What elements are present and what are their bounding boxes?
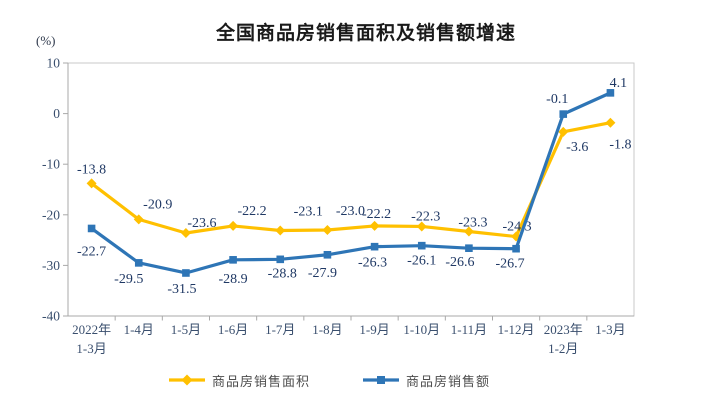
marker-diamond <box>558 126 569 137</box>
marker-diamond <box>180 228 191 239</box>
x-category-label: 1-9月 <box>359 322 389 337</box>
x-category-label: 1-5月 <box>171 322 201 337</box>
x-category-label: 1-11月 <box>451 322 487 337</box>
x-category-label: 1-6月 <box>218 322 248 337</box>
data-label: -22.7 <box>77 244 106 259</box>
marker-square <box>606 89 615 97</box>
legend-item-sales-area: 商品房销售面积 <box>168 371 310 389</box>
y-tick-label: -10 <box>42 157 60 172</box>
data-label: 4.1 <box>610 76 628 91</box>
data-label: -22.2 <box>237 204 266 219</box>
x-category-label: 1-3月 <box>595 322 625 337</box>
data-label: -28.8 <box>268 266 297 281</box>
y-tick-label: 10 <box>47 56 61 71</box>
marker-diamond <box>133 214 144 225</box>
data-label: -29.5 <box>114 272 143 287</box>
x-category-label: 1-8月 <box>312 322 342 337</box>
data-label: -0.1 <box>546 92 568 107</box>
data-label: -23.6 <box>187 216 216 231</box>
data-label: -26.7 <box>495 257 524 272</box>
y-tick-label: -40 <box>42 309 60 324</box>
chart-title: 全国商品房销售面积及销售额增速 <box>215 23 516 44</box>
marker-square <box>87 224 96 233</box>
legend-item-sales-amount: 商品房销售额 <box>362 371 490 389</box>
y-tick-label: -30 <box>42 258 60 273</box>
data-label: -13.8 <box>77 162 106 177</box>
data-label: -28.9 <box>218 272 247 287</box>
marker-diamond <box>322 224 333 235</box>
data-label: -23.3 <box>458 215 487 230</box>
data-label: -23.1 <box>294 204 323 219</box>
marker-square <box>465 244 473 252</box>
data-label: -27.9 <box>308 266 337 281</box>
y-tick-label: -20 <box>42 207 60 222</box>
legend-label-sales-amount: 商品房销售额 <box>406 373 491 389</box>
chart-legend: 商品房销售面积 商品房销售额 <box>0 371 701 391</box>
marker-square <box>370 242 379 251</box>
x-category-label: 1-12月 <box>498 322 535 337</box>
data-label: -20.9 <box>143 197 172 212</box>
marker-square <box>182 269 190 277</box>
marker-diamond <box>86 178 97 189</box>
legend-label-sales-area: 商品房销售面积 <box>212 373 311 389</box>
y-axis-unit-label: (%) <box>36 33 56 48</box>
data-label: -22.3 <box>411 209 440 224</box>
marker-diamond <box>275 225 286 236</box>
series-line-sales-area <box>89 121 613 239</box>
series-line-sales-amount <box>89 91 613 275</box>
marker-diamond <box>605 117 616 128</box>
data-label: -31.5 <box>167 282 196 297</box>
marker-square <box>276 255 285 264</box>
data-label: -3.6 <box>566 140 588 155</box>
y-tick-label: 0 <box>53 106 60 121</box>
x-category-label: 1-10月 <box>403 322 440 337</box>
data-label: -1.8 <box>609 138 631 153</box>
x-category-label: 2023年 1-2月 <box>544 322 583 356</box>
data-label: -26.3 <box>358 256 387 271</box>
x-category-label: 1-7月 <box>265 322 295 337</box>
x-category-label: 1-4月 <box>124 322 154 337</box>
x-category-label: 2022年 1-3月 <box>72 322 111 356</box>
marker-diamond <box>416 221 427 232</box>
marker-diamond <box>369 220 380 231</box>
marker-diamond <box>463 226 474 237</box>
data-label: -24.3 <box>502 220 531 235</box>
data-label: -26.6 <box>445 255 474 270</box>
marker-square <box>559 110 568 118</box>
marker-square <box>417 241 426 250</box>
data-label: -22.2 <box>362 207 391 222</box>
legend-marker-sales-amount-icon <box>363 376 399 384</box>
marker-square <box>134 259 143 267</box>
marker-diamond <box>228 220 239 231</box>
marker-square <box>323 250 332 259</box>
data-label: -23.0 <box>336 204 365 219</box>
legend-marker-sales-area-icon <box>169 374 205 386</box>
marker-square <box>512 244 520 253</box>
marker-square <box>229 256 237 264</box>
data-label: -26.1 <box>407 254 436 269</box>
